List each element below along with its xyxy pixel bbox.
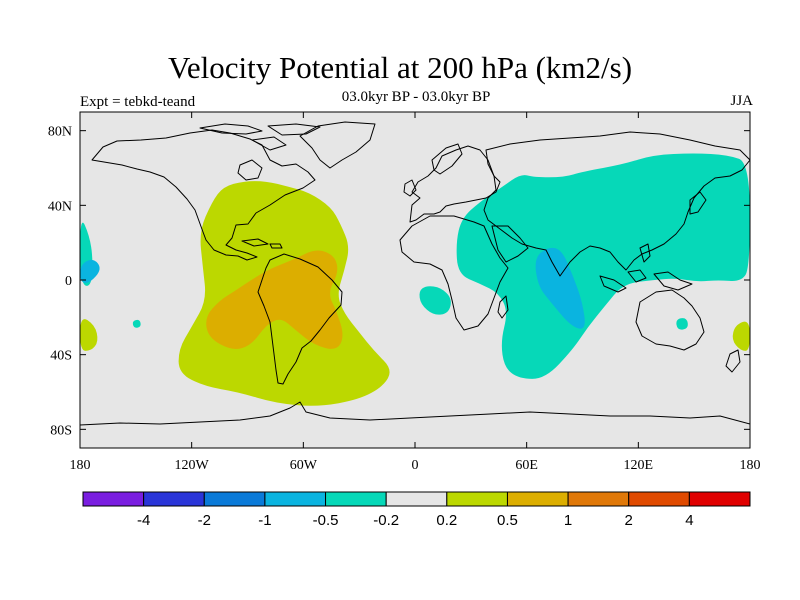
colorbar-box-1 (143, 491, 205, 507)
colorbar-box-9 (628, 491, 690, 507)
contour-region-4 (535, 247, 585, 329)
coastline-south-america (257, 253, 343, 385)
contour-region-10 (732, 321, 750, 351)
y-tick-label-0: 80N (48, 125, 72, 140)
contour-region-7 (676, 318, 688, 330)
colorbar-box-2 (203, 491, 266, 507)
axis-ticks (79, 112, 751, 448)
contour-region-9 (80, 319, 98, 351)
coastline-hudson-bay (237, 159, 263, 181)
coastline-madagascar (497, 295, 509, 319)
colorbar-label-2: -1 (258, 512, 271, 529)
coastline-arctic-islands (199, 123, 321, 151)
colorbar-box-0 (82, 491, 145, 507)
coastline-japan (689, 191, 707, 215)
chart-title: Velocity Potential at 200 hPa (km2/s) (167, 50, 633, 85)
colorbar-label-1: -2 (198, 512, 211, 529)
colorbar-box-3 (264, 491, 327, 507)
contour-region-1 (206, 250, 343, 349)
x-tick-label-2: 60W (290, 458, 318, 473)
x-tick-label-6: 180 (740, 458, 761, 473)
coastline-north-america (91, 129, 316, 261)
coastline-greenland (299, 121, 376, 169)
chart-subtitle: 03.0kyr BP - 03.0kyr BP (341, 89, 491, 105)
colorbar-box-7 (506, 491, 569, 507)
coastline-antarctica (80, 401, 750, 426)
coastlines (80, 121, 750, 426)
coastline-scandinavia (431, 143, 463, 175)
y-tick-label-3: 40S (50, 349, 72, 364)
y-tick-label-1: 40N (48, 199, 72, 214)
coastline-british-isles (403, 179, 417, 197)
colorbar-box-6 (446, 491, 508, 507)
x-tick-label-0: 180 (70, 458, 91, 473)
contour-region-3 (456, 153, 750, 379)
colorbar-box-10 (688, 491, 751, 507)
colorbar-box-4 (325, 491, 387, 507)
contour-region-6 (419, 286, 451, 315)
coastline-africa (399, 215, 509, 331)
colorbar-label-4: -0.2 (373, 512, 399, 529)
coastline-new-zealand (725, 349, 741, 373)
contour-region-8 (132, 319, 141, 328)
y-tick-label-2: 0 (65, 274, 72, 289)
x-tick-label-3: 0 (412, 458, 419, 473)
contour-region-5 (80, 259, 100, 283)
coastline-asia (483, 131, 750, 277)
contour-regions (80, 153, 750, 406)
colorbar-box-5 (385, 491, 448, 507)
colorbar-label-0: -4 (137, 512, 150, 529)
colorbar-label-8: 2 (625, 512, 633, 529)
coastline-australia (635, 289, 705, 351)
y-tick-label-4: 80S (50, 423, 72, 438)
coastline-se-asia-islands (599, 243, 693, 293)
colorbar-label-3: -0.5 (313, 512, 339, 529)
axis-labels: 180 120W 60W 0 60E 120E 180 80N 40N 0 40S 80S (48, 125, 761, 473)
season-label: JJA (730, 93, 753, 109)
colorbar-label-7: 1 (564, 512, 572, 529)
colorbar-label-6: 0.5 (497, 512, 518, 529)
colorbar: -4 -2 -1 -0.5 -0.2 0.2 0.5 1 2 4 (82, 491, 751, 529)
colorbar-label-9: 4 (685, 512, 693, 529)
x-tick-label-5: 120E (624, 458, 654, 473)
colorbar-box-8 (567, 491, 630, 507)
coastline-arabia (491, 225, 529, 263)
coastline-caribbean (241, 238, 283, 249)
colorbar-label-5: 0.2 (436, 512, 457, 529)
x-tick-label-1: 120W (175, 458, 210, 473)
x-tick-label-4: 60E (515, 458, 538, 473)
experiment-label: Expt = tebkd-teand (80, 94, 196, 110)
